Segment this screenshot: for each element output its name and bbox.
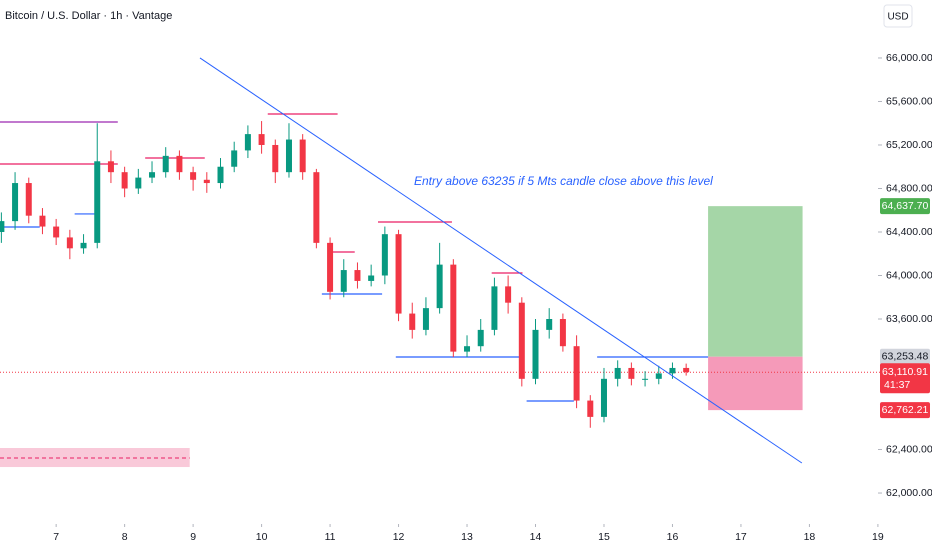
candle-body bbox=[272, 144, 279, 173]
candle-body bbox=[135, 177, 142, 189]
plot bbox=[0, 57, 880, 468]
candle-body bbox=[107, 161, 114, 173]
candle-body bbox=[422, 308, 429, 330]
y-tick-label: 66,000.00 bbox=[886, 52, 932, 64]
candle-body bbox=[121, 172, 128, 189]
candle-body bbox=[409, 313, 416, 330]
stop-zone bbox=[708, 356, 803, 411]
candle-body bbox=[532, 329, 539, 379]
candle-body bbox=[546, 319, 553, 330]
price-tag bbox=[880, 363, 930, 394]
countdown: 41:37 bbox=[884, 379, 910, 391]
price-tag-label: 62,762.21 bbox=[882, 404, 929, 416]
candle-body bbox=[505, 286, 512, 303]
y-tick-label: 65,600.00 bbox=[886, 95, 932, 107]
x-tick-label: 18 bbox=[804, 531, 816, 543]
candle-body bbox=[354, 270, 361, 281]
x-tick-label: 14 bbox=[530, 531, 542, 543]
candle-body bbox=[614, 367, 621, 379]
candle-body bbox=[244, 134, 251, 151]
candle-body bbox=[176, 155, 183, 173]
x-tick-label: 9 bbox=[190, 531, 196, 543]
y-tick-label: 65,200.00 bbox=[886, 139, 932, 151]
x-tick-label: 16 bbox=[667, 531, 679, 543]
candle-body bbox=[94, 161, 101, 243]
target-zone bbox=[708, 206, 803, 357]
candle-body bbox=[642, 378, 649, 380]
candle-body bbox=[368, 275, 375, 281]
x-tick-label: 13 bbox=[461, 531, 473, 543]
x-tick-label: 15 bbox=[598, 531, 610, 543]
candle-body bbox=[25, 183, 32, 216]
y-tick-label: 63,600.00 bbox=[886, 313, 932, 325]
y-tick-label: 64,000.00 bbox=[886, 269, 932, 281]
candle-body bbox=[0, 221, 5, 232]
price-tag-label: 63,110.91 bbox=[882, 366, 928, 378]
y-tick-label: 62,400.00 bbox=[886, 443, 932, 455]
currency[interactable]: USD bbox=[887, 12, 908, 23]
candle-body bbox=[190, 172, 197, 180]
x-tick-label: 8 bbox=[122, 531, 128, 543]
candle-body bbox=[518, 302, 525, 379]
price-tag bbox=[880, 198, 930, 215]
candle-body bbox=[587, 400, 594, 417]
candle-body bbox=[600, 378, 607, 417]
candle-body bbox=[162, 155, 169, 173]
candle-body bbox=[39, 215, 46, 227]
candle-body bbox=[327, 242, 334, 292]
candle-body bbox=[66, 237, 73, 249]
candle-body bbox=[203, 179, 210, 184]
chart-title: Bitcoin / U.S. Dollar · 1h · Vantage bbox=[5, 10, 172, 22]
candle-body bbox=[231, 150, 238, 167]
x-tick-label: 10 bbox=[256, 531, 268, 543]
candle-body bbox=[149, 172, 156, 178]
candle-body bbox=[450, 264, 457, 352]
candle-body bbox=[217, 166, 224, 184]
candle-body bbox=[53, 226, 60, 238]
candle-body bbox=[559, 319, 566, 347]
candle-body bbox=[464, 346, 471, 352]
candle-body bbox=[573, 346, 580, 401]
candle-body bbox=[80, 242, 87, 249]
candle-body bbox=[436, 264, 443, 309]
candle-body bbox=[313, 172, 320, 243]
x-tick-label: 12 bbox=[393, 531, 405, 543]
candle-body bbox=[477, 329, 484, 347]
trendline bbox=[199, 57, 803, 464]
candle-body bbox=[299, 139, 306, 173]
x-tick-label: 7 bbox=[53, 531, 59, 543]
candle-body bbox=[285, 139, 292, 173]
y-tick-label: 64,800.00 bbox=[886, 182, 932, 194]
candle-body bbox=[655, 373, 662, 379]
candle-body bbox=[628, 367, 635, 379]
price-tag-label: 64,637.70 bbox=[882, 200, 929, 212]
x-tick-label: 11 bbox=[325, 531, 336, 543]
candle-body bbox=[491, 286, 498, 330]
x-tick-label: 19 bbox=[872, 531, 884, 543]
price-tag-label: 63,253.48 bbox=[882, 350, 929, 362]
candle-body bbox=[683, 367, 690, 373]
x-tick-label: 17 bbox=[735, 531, 747, 543]
y-tick-label: 62,000.00 bbox=[886, 487, 932, 499]
y-tick-label: 64,400.00 bbox=[886, 226, 932, 238]
annotation: Entry above 63235 if 5 Mts candle close … bbox=[414, 174, 713, 188]
candle-body bbox=[258, 134, 265, 145]
currency-box[interactable] bbox=[883, 4, 913, 28]
candle-body bbox=[381, 234, 388, 276]
candle-body bbox=[395, 234, 402, 314]
candle-body bbox=[669, 367, 676, 374]
price-tag bbox=[880, 348, 930, 365]
price-tag bbox=[880, 402, 930, 419]
candle-body bbox=[340, 270, 347, 292]
candle-body bbox=[12, 183, 19, 222]
